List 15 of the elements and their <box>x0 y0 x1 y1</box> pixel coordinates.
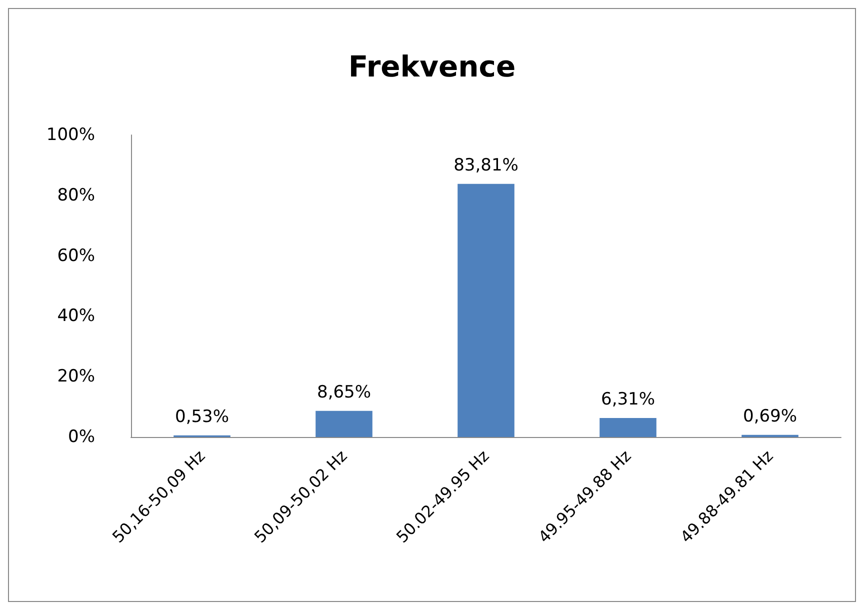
y-tick-label: 100% <box>46 125 95 145</box>
y-tick-label: 0% <box>68 427 95 447</box>
y-tick-label: 40% <box>57 306 95 326</box>
y-tick-label: 80% <box>57 185 95 206</box>
data-label: 8,65% <box>316 382 372 402</box>
chart-title: Frekvence <box>348 50 516 84</box>
data-label: 83,81% <box>454 155 518 176</box>
data-label: 0,53% <box>174 406 230 427</box>
bar <box>316 410 372 437</box>
y-tick-label: 60% <box>57 246 95 266</box>
y-tick-label: 20% <box>57 366 95 387</box>
bar <box>600 418 656 437</box>
data-label: 6,31% <box>600 389 656 410</box>
data-label: 0,69% <box>742 406 798 426</box>
bar <box>458 184 514 437</box>
